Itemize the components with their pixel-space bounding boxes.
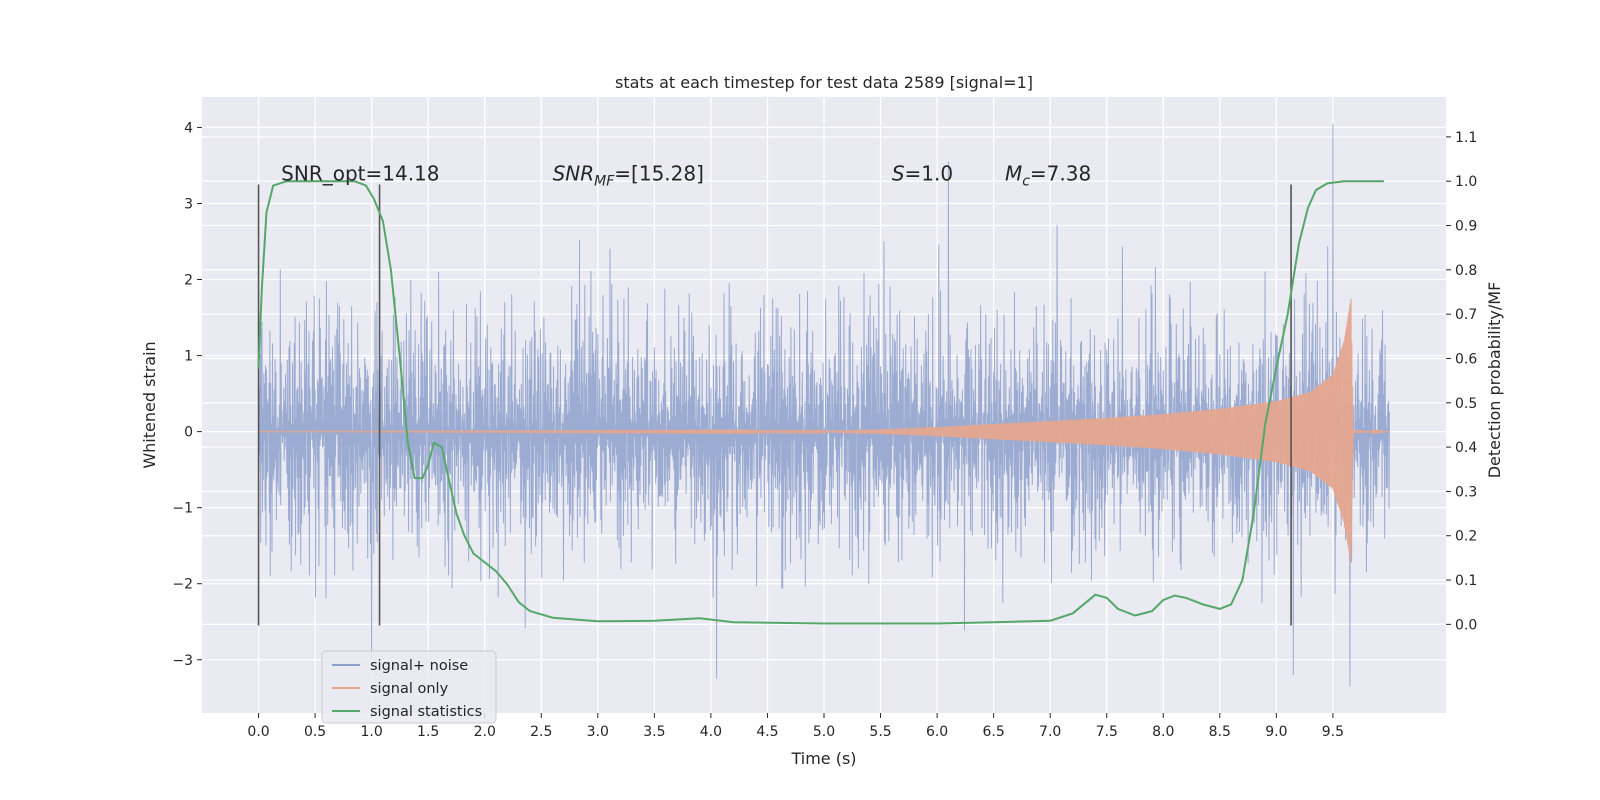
x-tick-label: 6.0 [926, 724, 948, 740]
vertical-markers [257, 184, 1292, 626]
legend-label: signal+ noise [370, 658, 468, 674]
y-tick-label: 3 [184, 196, 193, 212]
annotation: S=1.0 [892, 162, 953, 186]
x-tick-label: 9.0 [1265, 724, 1287, 740]
x-tick-label: 0.0 [247, 724, 269, 740]
annotation: Mc=7.38 [1005, 162, 1091, 190]
series-signal-only [258, 298, 1390, 563]
y-axis-ticks: −3 −2 −1 0 1 2 3 4 [172, 120, 202, 669]
x-tick-label: 1.5 [417, 724, 439, 740]
y-right-tick-label: 0.2 [1455, 529, 1477, 545]
legend-frame [321, 650, 497, 724]
x-axis-label: Time (s) [790, 749, 856, 768]
x-tick-label: 4.5 [756, 724, 778, 740]
y-right-tick-label: 0.3 [1455, 484, 1477, 500]
y-right-tick-label: 0.4 [1455, 440, 1477, 456]
x-tick-label: 5.5 [869, 724, 891, 740]
x-tick-label: 0.5 [304, 724, 326, 740]
y-right-tick-label: 0.9 [1455, 219, 1477, 235]
x-tick-label: 7.0 [1039, 724, 1061, 740]
x-tick-label: 2.5 [530, 724, 552, 740]
x-tick-label: 3.0 [587, 724, 609, 740]
y-right-tick-label: 0.0 [1455, 617, 1477, 633]
y-right-tick-label: 1.0 [1455, 174, 1477, 190]
line-signal-only [258, 298, 1390, 563]
x-tick-label: 7.5 [1096, 724, 1118, 740]
y-tick-label: −3 [172, 653, 193, 669]
chart-title: stats at each timestep for test data 258… [615, 73, 1033, 92]
y-tick-label: 0 [184, 425, 193, 441]
y-right-tick-label: 0.7 [1455, 307, 1477, 323]
x-tick-label: 1.0 [361, 724, 383, 740]
annotation: SNR_opt=14.18 [281, 162, 439, 186]
x-tick-label: 4.0 [700, 724, 722, 740]
x-tick-label: 2.0 [474, 724, 496, 740]
y-right-tick-label: 0.1 [1455, 573, 1477, 589]
y-right-tick-label: 0.6 [1455, 351, 1477, 367]
annotation: SNRMF=[15.28] [553, 162, 704, 190]
annotations: SNR_opt=14.18 SNRMF=[15.28] S=1.0 Mc=7.38 [281, 162, 1091, 190]
x-tick-label: 3.5 [643, 724, 665, 740]
y-tick-label: −2 [172, 577, 193, 593]
x-tick-label: 9.5 [1322, 724, 1344, 740]
x-tick-label: 5.0 [813, 724, 835, 740]
y-axis-right-ticks: 0.0 0.1 0.2 0.3 0.4 0.5 0.6 0.7 0.8 0.9 1.0 1.1 [1446, 130, 1477, 633]
x-tick-label: 8.0 [1152, 724, 1174, 740]
y-right-tick-label: 0.5 [1455, 396, 1477, 412]
x-axis-ticks: 0.0 0.5 1.0 1.5 2.0 2.5 3.0 3.5 4.0 4.5 5.0 5.5 6.0 6… [247, 713, 1344, 740]
x-tick-label: 6.5 [983, 724, 1005, 740]
line-signal-statistics [257, 180, 1384, 625]
y-axis-label: Whitened strain [140, 341, 159, 468]
y-right-tick-label: 1.1 [1455, 130, 1477, 146]
x-tick-label: 8.5 [1209, 724, 1231, 740]
y-tick-label: 1 [184, 349, 193, 365]
legend-label: signal statistics [370, 704, 482, 720]
y-right-tick-label: 0.8 [1455, 263, 1477, 279]
series-signal-statistics [257, 180, 1384, 625]
y-tick-label: 2 [184, 273, 193, 289]
legend-label: signal only [370, 681, 449, 697]
legend: signal+ noise signal only signal statistic… [321, 650, 497, 724]
y-tick-label: −1 [172, 501, 193, 517]
y-axis-right-label: Detection probability/MF [1485, 282, 1504, 479]
y-tick-label: 4 [184, 120, 193, 136]
